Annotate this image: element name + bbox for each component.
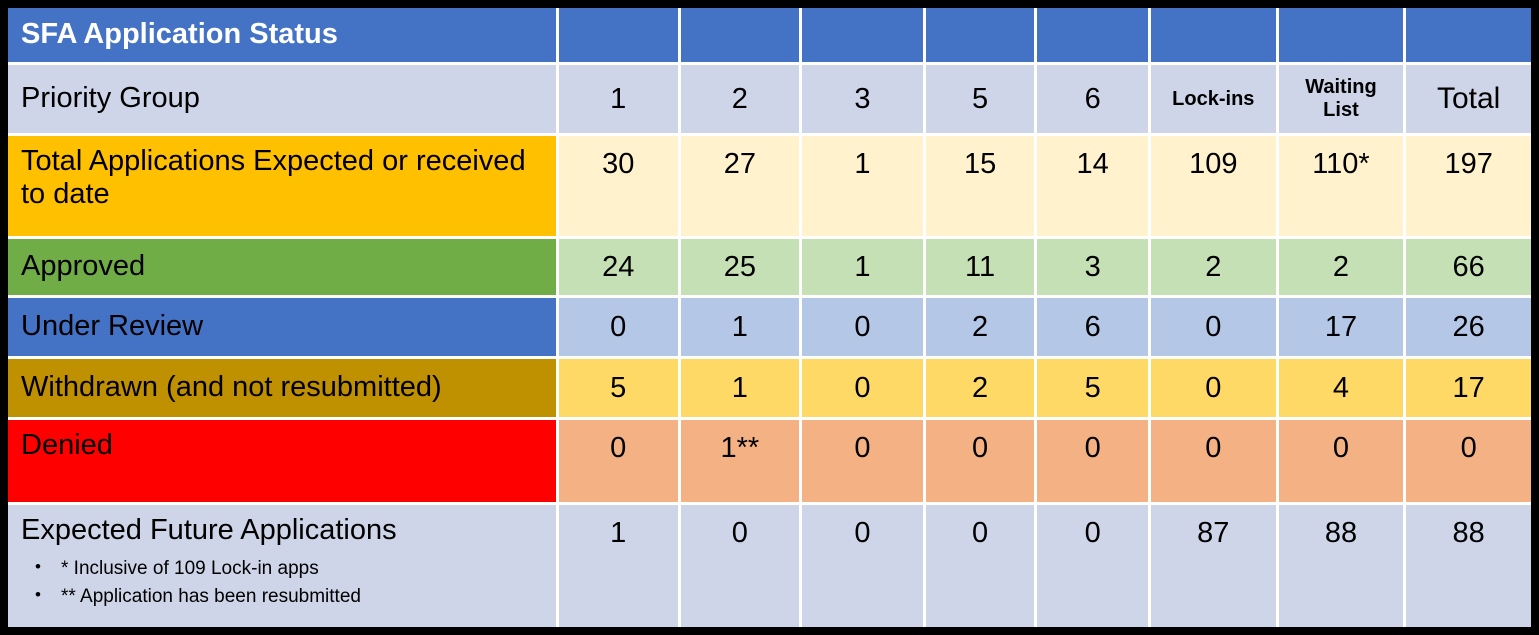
cell-expected-future-pg2: 0 bbox=[680, 505, 800, 627]
cell-expected-future-pg6: 0 bbox=[1037, 505, 1148, 627]
cell-approved-pg2: 25 bbox=[680, 239, 800, 295]
cell-expected-future-pg3: 0 bbox=[802, 505, 923, 627]
table-title: SFA Application Status bbox=[8, 8, 556, 62]
cell-approved-pg5: 11 bbox=[925, 239, 1035, 295]
cell-total-applications-total: 197 bbox=[1406, 136, 1531, 236]
cell-denied-waiting: 0 bbox=[1278, 420, 1404, 502]
sfa-application-status-table: SFA Application Status Priority Group 1 … bbox=[8, 8, 1531, 627]
table-row-approved: Approved 24 25 1 11 3 2 2 66 bbox=[8, 239, 1531, 295]
cell-approved-total: 66 bbox=[1406, 239, 1531, 295]
cell-approved-pg6: 3 bbox=[1037, 239, 1148, 295]
footnote-resubmitted: ** Application has been resubmitted bbox=[35, 583, 550, 611]
cell-under-review-waiting: 17 bbox=[1278, 298, 1404, 356]
footnote-list: * Inclusive of 109 Lock-in apps ** Appli… bbox=[21, 555, 550, 610]
cell-expected-future-waiting: 88 bbox=[1278, 505, 1404, 627]
title-spacer-cell bbox=[680, 8, 800, 62]
cell-under-review-pg1: 0 bbox=[558, 298, 678, 356]
table-row-under-review: Under Review 0 1 0 2 6 0 17 26 bbox=[8, 298, 1531, 356]
col-header-5: 5 bbox=[925, 65, 1035, 133]
cell-denied-pg2: 1** bbox=[680, 420, 800, 502]
title-spacer-cell bbox=[1278, 8, 1404, 62]
col-header-3: 3 bbox=[802, 65, 923, 133]
title-spacer-cell bbox=[1037, 8, 1148, 62]
cell-total-applications-pg6: 14 bbox=[1037, 136, 1148, 236]
cell-total-applications-waiting: 110* bbox=[1278, 136, 1404, 236]
cell-approved-lockins: 2 bbox=[1150, 239, 1276, 295]
table-row-expected-future: Expected Future Applications * Inclusive… bbox=[8, 505, 1531, 627]
row-label-under-review: Under Review bbox=[8, 298, 556, 356]
title-spacer-cell bbox=[558, 8, 678, 62]
row-label-expected-future: Expected Future Applications * Inclusive… bbox=[8, 505, 556, 627]
row-label-approved: Approved bbox=[8, 239, 556, 295]
row-label-denied: Denied bbox=[8, 420, 556, 502]
col-header-waiting-list: Waiting List bbox=[1278, 65, 1404, 133]
cell-total-applications-pg2: 27 bbox=[680, 136, 800, 236]
cell-withdrawn-total: 17 bbox=[1406, 359, 1531, 417]
cell-approved-waiting: 2 bbox=[1278, 239, 1404, 295]
cell-withdrawn-pg2: 1 bbox=[680, 359, 800, 417]
cell-approved-pg3: 1 bbox=[802, 239, 923, 295]
cell-withdrawn-pg1: 5 bbox=[558, 359, 678, 417]
cell-under-review-pg5: 2 bbox=[925, 298, 1035, 356]
cell-under-review-pg6: 6 bbox=[1037, 298, 1148, 356]
table-row-total-applications: Total Applications Expected or received … bbox=[8, 136, 1531, 236]
cell-expected-future-lockins: 87 bbox=[1150, 505, 1276, 627]
cell-denied-total: 0 bbox=[1406, 420, 1531, 502]
cell-withdrawn-pg6: 5 bbox=[1037, 359, 1148, 417]
cell-under-review-lockins: 0 bbox=[1150, 298, 1276, 356]
title-spacer-cell bbox=[925, 8, 1035, 62]
cell-total-applications-pg1: 30 bbox=[558, 136, 678, 236]
cell-under-review-total: 26 bbox=[1406, 298, 1531, 356]
col-header-2: 2 bbox=[680, 65, 800, 133]
priority-group-label: Priority Group bbox=[8, 65, 556, 133]
col-header-6: 6 bbox=[1037, 65, 1148, 133]
cell-withdrawn-pg3: 0 bbox=[802, 359, 923, 417]
cell-denied-pg1: 0 bbox=[558, 420, 678, 502]
cell-withdrawn-lockins: 0 bbox=[1150, 359, 1276, 417]
col-header-total: Total bbox=[1406, 65, 1531, 133]
cell-denied-pg6: 0 bbox=[1037, 420, 1148, 502]
table-row-withdrawn: Withdrawn (and not resubmitted) 5 1 0 2 … bbox=[8, 359, 1531, 417]
cell-total-applications-lockins: 109 bbox=[1150, 136, 1276, 236]
table-clip: SFA Application Status Priority Group 1 … bbox=[8, 8, 1531, 627]
col-header-lock-ins: Lock-ins bbox=[1150, 65, 1276, 133]
cell-total-applications-pg5: 15 bbox=[925, 136, 1035, 236]
col-header-1: 1 bbox=[558, 65, 678, 133]
cell-denied-pg5: 0 bbox=[925, 420, 1035, 502]
title-spacer-cell bbox=[802, 8, 923, 62]
title-row: SFA Application Status bbox=[8, 8, 1531, 62]
cell-under-review-pg2: 1 bbox=[680, 298, 800, 356]
cell-withdrawn-waiting: 4 bbox=[1278, 359, 1404, 417]
title-spacer-cell bbox=[1150, 8, 1276, 62]
title-spacer-cell bbox=[1406, 8, 1531, 62]
table-row-denied: Denied 0 1** 0 0 0 0 0 0 bbox=[8, 420, 1531, 502]
row-label-withdrawn: Withdrawn (and not resubmitted) bbox=[8, 359, 556, 417]
expected-future-label-text: Expected Future Applications bbox=[21, 514, 397, 546]
column-header-row: Priority Group 1 2 3 5 6 Lock-ins Waitin… bbox=[8, 65, 1531, 133]
cell-denied-lockins: 0 bbox=[1150, 420, 1276, 502]
cell-expected-future-pg5: 0 bbox=[925, 505, 1035, 627]
footnote-lock-in: * Inclusive of 109 Lock-in apps bbox=[35, 555, 550, 583]
cell-expected-future-pg1: 1 bbox=[558, 505, 678, 627]
cell-total-applications-pg3: 1 bbox=[802, 136, 923, 236]
row-label-total-applications: Total Applications Expected or received … bbox=[8, 136, 556, 236]
cell-under-review-pg3: 0 bbox=[802, 298, 923, 356]
cell-approved-pg1: 24 bbox=[558, 239, 678, 295]
cell-denied-pg3: 0 bbox=[802, 420, 923, 502]
cell-expected-future-total: 88 bbox=[1406, 505, 1531, 627]
cell-withdrawn-pg5: 2 bbox=[925, 359, 1035, 417]
